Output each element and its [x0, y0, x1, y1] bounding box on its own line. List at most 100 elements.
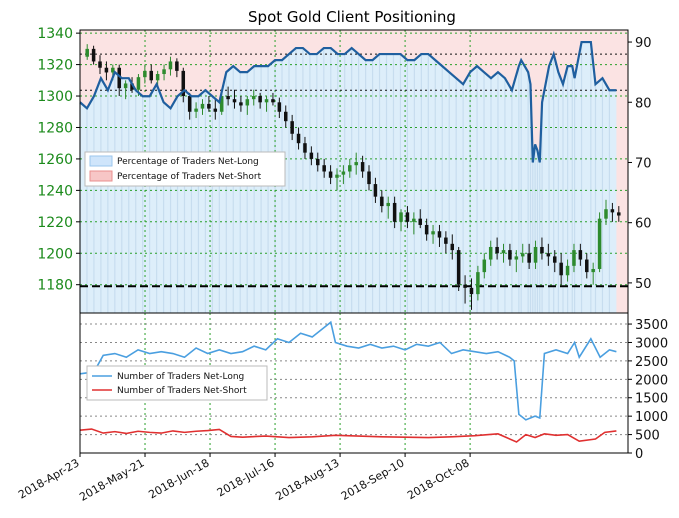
candle-body [149, 70, 154, 81]
candle-body [597, 218, 602, 269]
price-tick-label: 1200 [37, 246, 73, 262]
candle-body [213, 108, 218, 112]
candle-body [85, 48, 89, 57]
bottom-panel-frame [79, 312, 629, 454]
candle-body [245, 99, 250, 106]
legend-label-net-short-pct: Percentage of Traders Net-Short [117, 172, 262, 182]
candle-body [412, 218, 416, 222]
count-tick-label: 1500 [635, 392, 668, 407]
candle-body [546, 253, 551, 257]
candle-body [578, 250, 583, 260]
candle-body [392, 202, 397, 222]
candle-body [533, 246, 538, 263]
candle-body [162, 69, 166, 75]
candle-body [303, 143, 307, 153]
candle-body [463, 284, 467, 288]
count-tick-label: 0 [635, 447, 643, 462]
candle-body [540, 246, 544, 254]
candle-body [617, 212, 621, 216]
candle-body [456, 250, 461, 285]
chart-title: Spot Gold Client Positioning [248, 8, 456, 26]
candle-body [495, 246, 499, 254]
price-tick-label: 1320 [37, 58, 73, 74]
candle-body [123, 83, 128, 89]
legend-top-box [84, 151, 286, 187]
candle-body [277, 102, 282, 112]
price-tick-label: 1280 [37, 120, 73, 136]
candle-body [450, 243, 455, 251]
candle-body [117, 67, 121, 89]
x-tick-label: 2018-Apr-23 [16, 456, 81, 501]
percent-axis-ticks: 50 60 70 80 90 [628, 36, 652, 292]
legend-label-net-short-count: Number of Traders Net-Short [117, 386, 247, 396]
candle-body [444, 237, 448, 244]
candle-body [373, 184, 378, 197]
percent-tick-label: 50 [635, 277, 652, 292]
net-short-count-line [79, 428, 617, 443]
candle-body [559, 262, 563, 276]
candle-body [219, 96, 224, 112]
candle-body [591, 268, 595, 273]
candles [85, 44, 621, 310]
candle-body [232, 99, 237, 103]
candle-body [469, 287, 474, 295]
candle-body [155, 74, 160, 81]
legend-top: Percentage of Traders Net-Long Percentag… [84, 151, 286, 187]
candle-body [316, 158, 320, 166]
bottom-panel: 0 500 1000 1500 2000 2500 3000 3500 Number of T… [79, 312, 668, 462]
x-tick-label: 2018-Aug-13 [273, 456, 341, 503]
candle-body [290, 121, 294, 134]
candle-body [309, 152, 314, 159]
candle-body [207, 103, 211, 109]
candle-body [399, 212, 403, 222]
candle-body [424, 224, 429, 235]
price-axis-ticks: 1180 1200 1220 1240 1260 1280 1300 1320 1340 [37, 26, 80, 294]
candle-body [136, 77, 141, 90]
candle-body [91, 48, 96, 62]
candle-body [200, 103, 205, 109]
candle-body [520, 253, 525, 257]
candle-body [251, 96, 256, 100]
price-tick-label: 1300 [37, 89, 73, 105]
candle-body [187, 96, 192, 112]
candle-body [604, 209, 608, 219]
candle-body [239, 102, 243, 106]
count-tick-label: 3500 [635, 318, 668, 333]
candle-body [104, 67, 109, 73]
candle-body [386, 202, 390, 207]
legend-bottom: Number of Traders Net-Long Number of Tra… [86, 365, 268, 401]
legend-swatch-net-short [89, 170, 113, 182]
percent-tick-label: 80 [635, 96, 652, 111]
price-tick-label: 1340 [37, 26, 73, 42]
candle-body [565, 265, 570, 276]
candle-body [482, 259, 487, 273]
legend-label-net-long-count: Number of Traders Net-Long [117, 372, 244, 382]
legend-label-net-long-pct: Percentage of Traders Net-Long [117, 157, 259, 167]
net-long-count-line [79, 320, 617, 421]
candle-body [348, 165, 352, 172]
x-tick-label: 2018-Sep-10 [339, 456, 407, 503]
percent-tick-label: 60 [635, 217, 652, 232]
candle-body [341, 171, 346, 175]
candle-body [258, 96, 262, 103]
candle-body [194, 108, 198, 112]
count-tick-label: 2000 [635, 373, 668, 388]
candle-body [418, 218, 423, 225]
candle-body [501, 250, 506, 254]
price-tick-label: 1240 [37, 183, 73, 199]
percent-net-long-line [79, 40, 617, 163]
candle-body [264, 99, 269, 103]
candle-body [610, 209, 615, 213]
x-tick-label: 2018-Oct-08 [405, 456, 471, 502]
candle-body [572, 250, 576, 266]
candle-body [271, 99, 275, 103]
price-tick-label: 1180 [37, 278, 73, 294]
price-tick-label: 1260 [37, 152, 73, 168]
percent-tick-label: 90 [635, 36, 652, 51]
x-tick-label: 2018-Jun-18 [146, 456, 211, 501]
candle-body [98, 61, 102, 68]
candle-body [527, 253, 531, 263]
x-tick-label: 2018-May-21 [77, 456, 146, 504]
